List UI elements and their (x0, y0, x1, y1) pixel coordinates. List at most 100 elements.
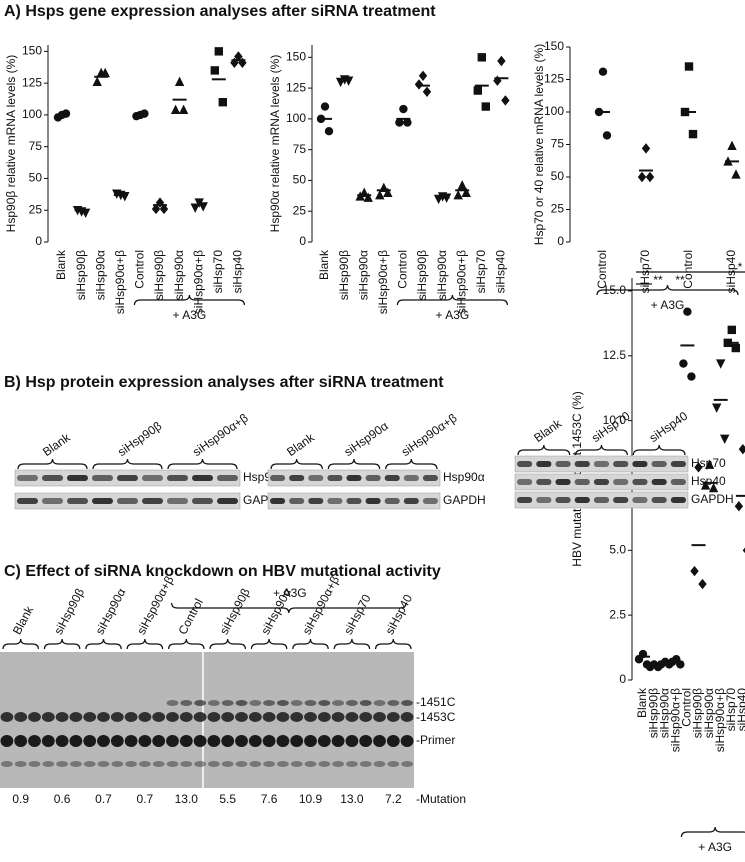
blot-band (555, 479, 571, 485)
gel-band (152, 735, 166, 747)
data-point (688, 129, 698, 139)
data-point (363, 192, 373, 202)
gel-band (41, 735, 55, 747)
x-tick-label: Blank (317, 249, 331, 280)
y-tick-label: 100 (286, 111, 306, 125)
gel-band (69, 712, 83, 722)
gel-band (359, 735, 373, 747)
blot-band (574, 497, 590, 503)
brace (2, 638, 39, 650)
blot-band (670, 479, 686, 485)
x-tick-label: Blank (54, 249, 68, 280)
gel-band (69, 735, 83, 747)
data-point (159, 203, 169, 215)
gel-band (0, 735, 14, 747)
gel-band (152, 761, 165, 767)
gel-band (208, 761, 220, 767)
gel-band (359, 712, 373, 722)
lane-label: siHsp90α+β (399, 411, 460, 459)
band-label: Hsp40 (691, 474, 726, 488)
data-point (598, 67, 608, 76)
y-tick-label: 75 (29, 139, 43, 153)
gel-band (317, 735, 331, 747)
blot-band (142, 498, 163, 504)
gel-band (318, 761, 331, 767)
gel-band (387, 700, 400, 706)
blot-band (574, 461, 590, 467)
y-axis-label: Hsp70 or 40 relative mRNA levels (%) (532, 44, 546, 245)
gel-band (346, 761, 358, 767)
gel-band (55, 735, 69, 747)
data-point (501, 95, 510, 106)
lane-label: siHsp90α+β (134, 574, 177, 637)
y-tick-label: 0 (299, 234, 306, 248)
blot-band (555, 461, 571, 467)
gel-band (207, 712, 221, 722)
panel-title: C) Effect of siRNA knockdown on HBV muta… (4, 563, 441, 580)
band-label: -1451C (416, 695, 456, 709)
gel-band (152, 712, 166, 722)
gel-band (221, 700, 234, 706)
gel-band (386, 735, 400, 747)
gel-band (83, 735, 97, 747)
data-point (720, 434, 730, 444)
gel-band (248, 735, 262, 747)
mutation-value: 7.2 (385, 792, 402, 806)
y-tick-label: 50 (551, 169, 565, 183)
blot-band (632, 461, 648, 467)
gel-band (401, 761, 413, 767)
data-point (151, 203, 161, 215)
y-tick-label: 2.5 (609, 607, 626, 621)
data-point (218, 97, 227, 107)
x-tick-label: Control (133, 250, 147, 289)
blot-band (651, 461, 667, 467)
data-point (641, 143, 651, 154)
gel-band (263, 700, 275, 706)
gel-band (97, 761, 110, 767)
data-point (92, 76, 102, 87)
blot-band (327, 475, 343, 481)
blot-band (403, 475, 419, 481)
data-point (210, 66, 219, 75)
x-tick-label: siHsp90β (691, 688, 705, 738)
data-point (679, 359, 688, 368)
x-tick-label: siHsp90β (415, 250, 429, 300)
gel-band (138, 712, 152, 722)
blot-band (613, 479, 629, 485)
gel-band (124, 735, 138, 747)
gel-band (193, 712, 207, 722)
blot-band (651, 497, 667, 503)
lane-label: siHsp90β (217, 586, 253, 637)
y-tick-label: 10.0 (603, 413, 627, 427)
x-tick-label: siHsp90β (152, 250, 166, 300)
gel-band (373, 735, 386, 747)
mutation-value: 13.0 (175, 792, 199, 806)
band-label: -1453C (416, 710, 456, 724)
x-tick-label: siHsp90α+β (668, 688, 682, 752)
blot-band (365, 498, 381, 504)
y-tick-label: 15.0 (603, 283, 627, 297)
y-tick-label: 25 (29, 202, 43, 216)
blot-band (593, 497, 610, 503)
gel-band (166, 761, 179, 767)
data-point (414, 79, 424, 90)
gel-band (180, 700, 193, 706)
y-tick-label: 150 (544, 39, 564, 53)
blot-band (270, 498, 286, 504)
data-point (324, 126, 334, 136)
brace (43, 638, 81, 650)
data-point (481, 102, 490, 111)
brace (517, 444, 571, 456)
x-tick-label: Control (595, 250, 609, 289)
lane-label: siHsp90β (51, 586, 87, 637)
data-point (461, 187, 471, 197)
y-tick-label: 50 (293, 173, 307, 187)
blot-band (536, 479, 552, 485)
lane-label: siHsp70 (341, 592, 374, 637)
significance-label: ** (675, 273, 685, 287)
gel-band (14, 735, 28, 747)
gel-band (387, 761, 400, 767)
gel-band (332, 761, 344, 767)
gel-band (41, 712, 55, 722)
brace (171, 602, 407, 614)
